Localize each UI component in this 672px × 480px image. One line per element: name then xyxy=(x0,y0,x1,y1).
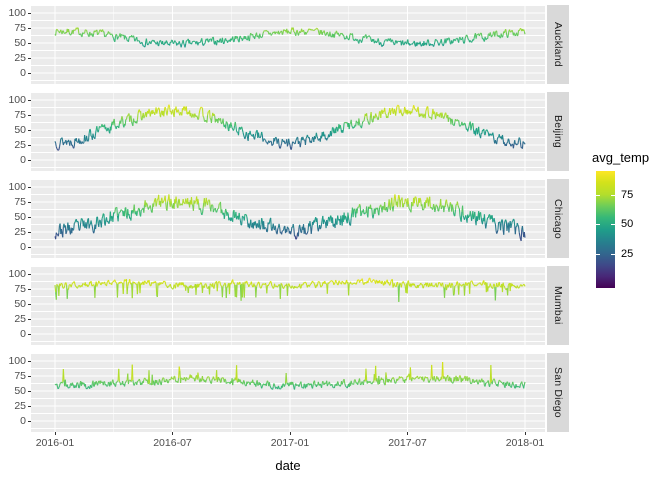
y-tick-mark xyxy=(28,159,31,161)
y-tick-label: 50 xyxy=(14,210,26,223)
y-tick-mark xyxy=(28,360,31,362)
legend-colorbar xyxy=(596,171,615,288)
y-tick-label: 0 xyxy=(20,327,26,340)
y-tick-mark xyxy=(28,375,31,377)
facet-strip-label: Beijing xyxy=(552,115,564,148)
x-tick-mark xyxy=(289,432,291,435)
y-tick-label: 0 xyxy=(20,240,26,253)
facet-strip-san-diego: San Diego xyxy=(547,353,569,432)
y-tick-mark xyxy=(28,231,31,233)
y-tick-mark xyxy=(28,216,31,218)
y-tick-mark xyxy=(28,129,31,131)
facet-strip-auckland: Auckland xyxy=(547,5,569,84)
y-tick-label: 75 xyxy=(14,282,26,295)
temperature-line xyxy=(54,27,526,48)
y-tick-label: 100 xyxy=(8,93,26,106)
x-tick-label: 2018-01 xyxy=(505,437,545,449)
legend-tick-mark xyxy=(596,195,600,197)
y-tick-mark xyxy=(28,12,31,14)
y-tick-label: 50 xyxy=(14,297,26,310)
y-tick-label: 100 xyxy=(8,6,26,19)
y-tick-mark xyxy=(28,390,31,392)
facet-strip-label: San Diego xyxy=(552,367,564,418)
y-tick-label: 0 xyxy=(20,414,26,427)
facet-strip-mumbai: Mumbai xyxy=(547,266,569,345)
x-tick-label: 2017-01 xyxy=(270,437,310,449)
temperature-line xyxy=(54,361,526,390)
y-tick-mark xyxy=(28,273,31,275)
y-tick-mark xyxy=(28,420,31,422)
temperature-line xyxy=(54,194,526,242)
y-tick-mark xyxy=(28,246,31,248)
y-tick-label: 75 xyxy=(14,21,26,34)
facet-panel-beijing xyxy=(31,92,545,171)
y-tick-mark xyxy=(28,201,31,203)
y-tick-mark xyxy=(28,42,31,44)
legend-tick-mark xyxy=(596,224,600,226)
facet-panel-san-diego xyxy=(31,353,545,432)
facet-strip-chicago: Chicago xyxy=(547,179,569,258)
legend-tick-mark xyxy=(611,224,615,226)
y-tick-label: 0 xyxy=(20,66,26,79)
facet-panel-chicago xyxy=(31,179,545,258)
x-tick-mark xyxy=(172,432,173,435)
x-tick-label: 2016-01 xyxy=(35,437,75,449)
facet-strip-beijing: Beijing xyxy=(547,92,569,171)
y-tick-mark xyxy=(28,288,31,290)
y-tick-mark xyxy=(28,186,31,188)
legend-tick-mark xyxy=(611,253,615,255)
facet-panel-mumbai xyxy=(31,266,545,345)
y-tick-label: 25 xyxy=(14,225,26,238)
legend-tick-label: 50 xyxy=(621,218,634,231)
temperature-line xyxy=(54,104,526,151)
y-tick-label: 25 xyxy=(14,51,26,64)
y-tick-mark xyxy=(28,333,31,335)
facet-panel-auckland xyxy=(31,5,545,84)
y-tick-mark xyxy=(28,114,31,116)
y-tick-label: 50 xyxy=(14,384,26,397)
y-tick-mark xyxy=(28,405,31,407)
y-tick-label: 50 xyxy=(14,123,26,136)
y-tick-label: 25 xyxy=(14,399,26,412)
temperature-line xyxy=(54,277,526,302)
y-tick-mark xyxy=(28,27,31,29)
legend-tick-label: 75 xyxy=(621,189,634,202)
y-tick-label: 25 xyxy=(14,138,26,151)
x-tick-label: 2017-07 xyxy=(388,437,427,449)
legend-tick-label: 25 xyxy=(621,247,634,260)
x-tick-label: 2016-07 xyxy=(153,437,192,449)
y-tick-label: 100 xyxy=(8,267,26,280)
y-tick-label: 75 xyxy=(14,369,26,382)
y-tick-label: 100 xyxy=(8,180,26,193)
y-tick-label: 75 xyxy=(14,195,26,208)
y-tick-label: 50 xyxy=(14,36,26,49)
legend-title: avg_temp xyxy=(592,150,650,165)
y-tick-mark xyxy=(28,303,31,305)
y-tick-label: 25 xyxy=(14,312,26,325)
facet-strip-label: Mumbai xyxy=(552,286,564,325)
y-tick-mark xyxy=(28,318,31,320)
y-tick-label: 75 xyxy=(14,108,26,121)
legend-tick-mark xyxy=(611,195,615,197)
y-tick-mark xyxy=(28,144,31,146)
y-tick-label: 0 xyxy=(20,153,26,166)
facet-strip-label: Auckland xyxy=(552,22,564,67)
x-axis-title: date xyxy=(275,458,301,473)
x-tick-mark xyxy=(54,432,56,435)
x-tick-mark xyxy=(407,432,408,435)
y-tick-mark xyxy=(28,72,31,74)
x-tick-mark xyxy=(524,432,526,435)
legend-tick-mark xyxy=(596,253,600,255)
y-tick-mark xyxy=(28,99,31,101)
y-tick-label: 100 xyxy=(8,354,26,367)
y-tick-mark xyxy=(28,57,31,59)
facet-strip-label: Chicago xyxy=(552,198,564,239)
